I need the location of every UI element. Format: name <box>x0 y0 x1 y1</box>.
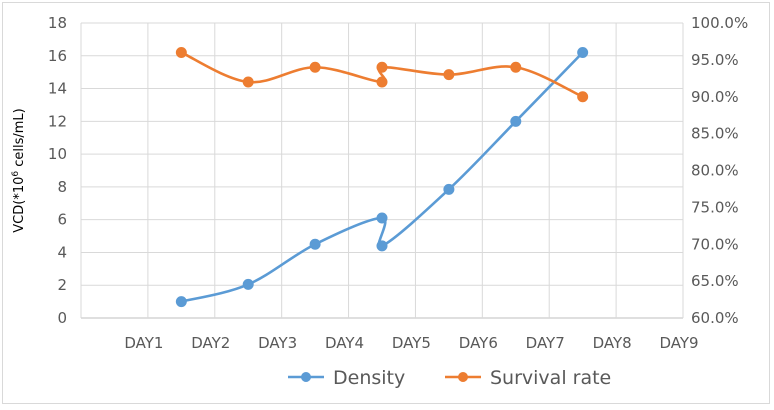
y-right-tick-label: 85.0% <box>691 125 739 143</box>
legend-label-density: Density <box>333 367 405 389</box>
legend-marker-density <box>301 372 311 382</box>
data-point-density <box>510 115 522 127</box>
y-left-tick-label: 0 <box>57 309 67 327</box>
x-tick-label: DAY9 <box>659 334 698 352</box>
data-point-survival-rate <box>376 61 388 73</box>
y-right-tick-label: 95.0% <box>691 51 739 69</box>
y-left-tick-label: 16 <box>48 47 67 65</box>
x-tick-label: DAY5 <box>392 334 431 352</box>
data-point-density <box>443 183 455 195</box>
legend-marker-survival-rate <box>458 372 468 382</box>
data-point-density <box>242 278 254 290</box>
y-right-tick-label: 75.0% <box>691 198 739 216</box>
y-right-tick-label: 65.0% <box>691 272 739 290</box>
x-tick-label: DAY2 <box>191 334 230 352</box>
x-tick-label: DAY8 <box>593 334 632 352</box>
data-point-survival-rate <box>577 91 589 103</box>
y-right-tick-label: 70.0% <box>691 235 739 253</box>
data-point-density <box>175 296 187 308</box>
y-left-tick-label: 18 <box>48 14 67 32</box>
data-point-density <box>577 47 589 58</box>
y-left-axis-label: VCD(*106 cells/mL) <box>11 108 27 232</box>
data-point-survival-rate <box>443 69 455 81</box>
y-right-tick-label: 90.0% <box>691 88 739 106</box>
y-left-tick-label: 2 <box>57 276 67 294</box>
x-tick-label: DAY3 <box>258 334 297 352</box>
data-point-survival-rate <box>309 61 321 73</box>
density-survival-chart: 0 2 4 6 8 10 12 14 16 18 60.0% 65.0% 70.0% 75.0% 80.0%… <box>11 14 748 389</box>
y-left-tick-label: 10 <box>48 145 67 163</box>
data-point-survival-rate <box>242 76 254 88</box>
y-right-tick-label: 100.0% <box>691 14 748 32</box>
data-point-survival-rate <box>376 76 388 88</box>
chart-frame: 0 2 4 6 8 10 12 14 16 18 60.0% 65.0% 70.0% 75.0% 80.0%… <box>2 2 770 404</box>
data-point-density <box>376 212 388 224</box>
data-point-density <box>376 240 388 252</box>
y-left-tick-label: 12 <box>48 112 67 130</box>
series-line-density <box>180 51 584 303</box>
y-right-tick-label: 60.0% <box>691 309 739 327</box>
x-tick-label: DAY7 <box>526 334 565 352</box>
x-tick-label: DAY6 <box>459 334 498 352</box>
data-point-survival-rate <box>175 47 187 58</box>
y-left-tick-label: 8 <box>57 178 67 196</box>
y-right-tick-label: 80.0% <box>691 162 739 180</box>
y-left-tick-label: 14 <box>48 80 67 98</box>
legend-label-survival-rate: Survival rate <box>490 367 611 389</box>
series-line-survival-rate <box>180 51 584 99</box>
data-point-density <box>309 238 321 250</box>
y-left-tick-label: 4 <box>57 243 67 261</box>
x-tick-label: DAY4 <box>325 334 364 352</box>
data-point-survival-rate <box>510 61 522 73</box>
x-tick-label: DAY1 <box>124 334 163 352</box>
y-left-tick-label: 6 <box>57 211 67 229</box>
